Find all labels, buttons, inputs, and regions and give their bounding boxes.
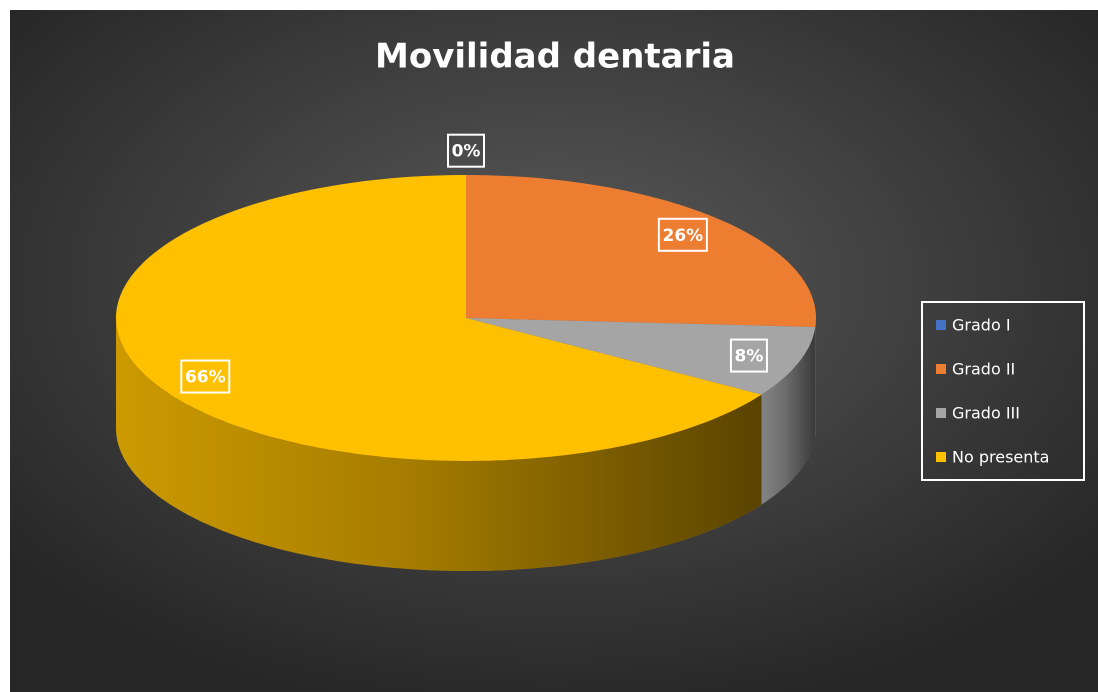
legend-swatch [936,408,946,418]
chart-title: Movilidad dentaria [375,37,735,77]
data-label-box [729,338,768,373]
legend-swatch [936,320,946,330]
side-shade [815,318,816,437]
data-label: 66% [185,368,226,388]
side-shade [116,318,762,571]
slice [466,175,816,327]
data-label-box [447,133,485,168]
legend-swatch [936,364,946,374]
data-label-box [657,217,708,252]
legend-label: Grado II [952,360,1015,379]
data-label: 0% [452,142,481,162]
slice [466,318,816,395]
side-shade [761,327,816,505]
legend-label: Grado III [952,404,1020,423]
legend-box [921,301,1085,481]
data-label-box [180,359,231,394]
data-label: 8% [735,347,764,367]
data-label: 26% [663,226,704,246]
slice [116,175,762,461]
legend-label: Grado I [952,316,1011,335]
legend-label: No presenta [952,448,1049,467]
legend-swatch [936,452,946,462]
